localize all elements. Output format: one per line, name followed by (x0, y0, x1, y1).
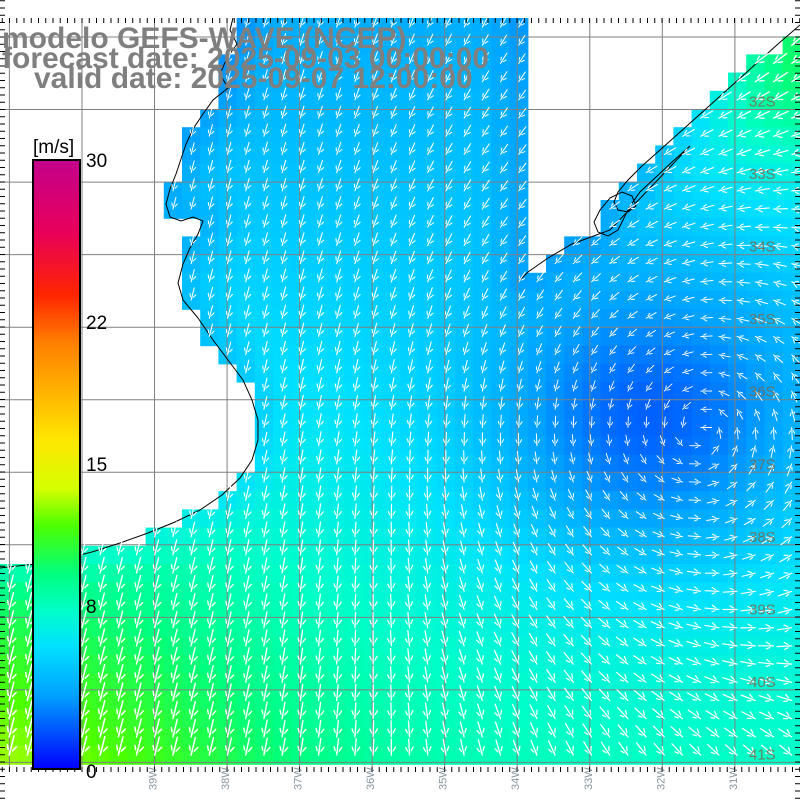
svg-text:31W: 31W (728, 767, 740, 790)
svg-text:33S: 33S (749, 166, 776, 183)
svg-text:37W: 37W (293, 767, 305, 790)
svg-text:34W: 34W (510, 767, 522, 790)
svg-text:36W: 36W (365, 767, 377, 790)
svg-text:35W: 35W (438, 767, 450, 790)
svg-text:32W: 32W (655, 767, 667, 790)
svg-text:15: 15 (86, 455, 107, 476)
svg-text:40S: 40S (749, 674, 776, 691)
svg-text:[m/s]: [m/s] (33, 137, 74, 158)
svg-text:38W: 38W (220, 767, 232, 790)
svg-text:39S: 39S (749, 601, 776, 618)
svg-text:32S: 32S (749, 94, 776, 111)
svg-text:30: 30 (86, 151, 107, 172)
svg-text:33W: 33W (583, 767, 595, 790)
svg-text:0: 0 (86, 762, 97, 783)
svg-text:22: 22 (86, 313, 107, 334)
svg-text:34S: 34S (749, 239, 776, 256)
svg-text:36S: 36S (749, 384, 776, 401)
svg-text:valid date: 2025-09-07 12:00:0: valid date: 2025-09-07 12:00:00 (34, 62, 473, 95)
svg-text:39W: 39W (148, 767, 160, 790)
svg-text:37S: 37S (749, 456, 776, 473)
svg-text:35S: 35S (749, 311, 776, 328)
svg-text:41S: 41S (749, 746, 776, 763)
svg-text:8: 8 (86, 597, 97, 618)
svg-text:38S: 38S (749, 529, 776, 546)
